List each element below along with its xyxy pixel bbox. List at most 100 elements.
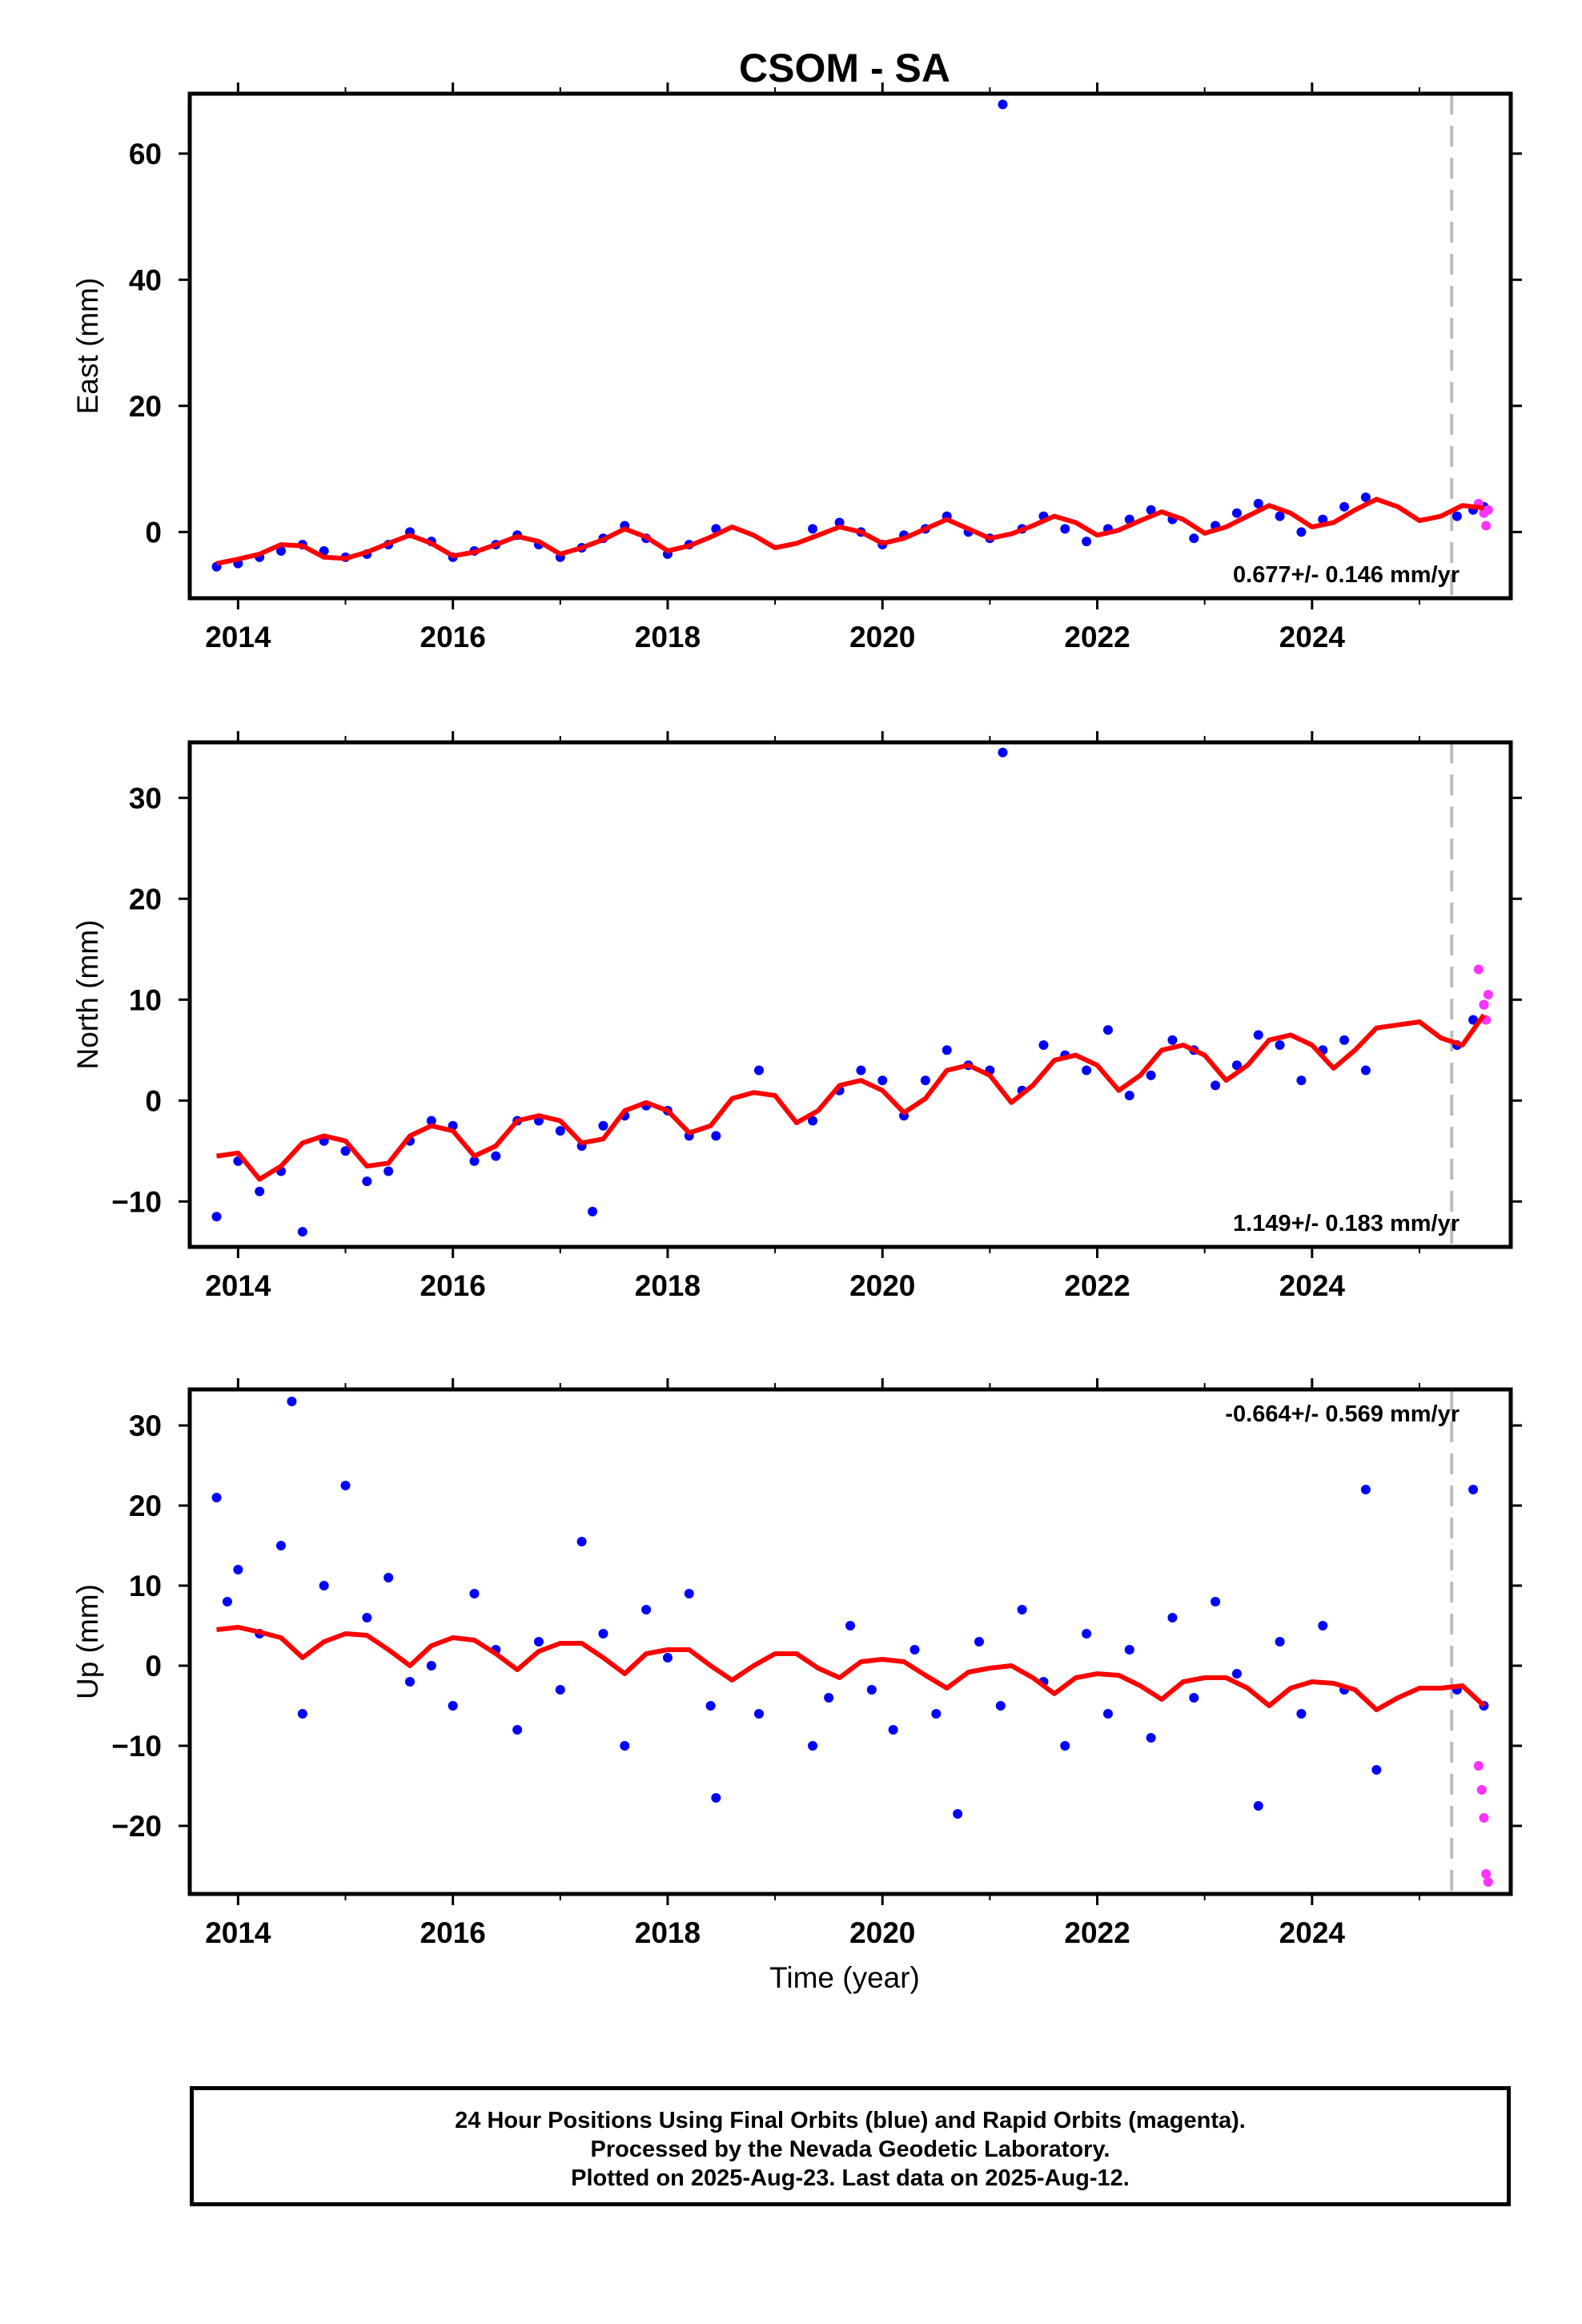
east-x-tick-label: 2022 [1064, 621, 1130, 653]
north-point-final [1124, 1091, 1134, 1100]
north-point-final [297, 1227, 307, 1237]
north-point-final [362, 1176, 372, 1187]
up-point-final [888, 1725, 898, 1735]
up-point-final [405, 1677, 415, 1687]
up-y-tick-label: 20 [129, 1490, 162, 1522]
east-plot-frame [187, 91, 1513, 601]
north-point-final [1360, 1065, 1371, 1076]
north-series-final [211, 747, 1489, 1237]
east-point-final [1360, 493, 1371, 502]
up-x-tick-label: 2020 [849, 1916, 915, 1949]
up-point-final [705, 1701, 716, 1711]
up-point-rapid [1479, 1813, 1489, 1823]
up-point-final [641, 1605, 652, 1614]
east-y-tick-label: 40 [129, 263, 162, 296]
up-point-final [1296, 1709, 1307, 1719]
up-point-final [555, 1685, 565, 1695]
east-x-tick-label: 2024 [1279, 621, 1346, 653]
north-velocity-label: 1.149+/- 0.183 mm/yr [1233, 1211, 1460, 1236]
footer-line-3: Plotted on 2025-Aug-23. Last data on 202… [571, 2165, 1130, 2191]
up-point-final [576, 1537, 587, 1546]
east-point-final [1339, 501, 1350, 512]
north-point-final [383, 1166, 394, 1176]
north-point-final [1296, 1076, 1307, 1086]
up-point-final [340, 1481, 351, 1490]
up-point-final [684, 1589, 694, 1598]
east-y-tick-label: 60 [129, 138, 162, 171]
east-point-final [1296, 527, 1307, 537]
up-series-final [211, 1397, 1489, 1819]
up-point-final [620, 1741, 630, 1751]
north-point-final [1038, 1040, 1049, 1050]
north-model-curve [216, 1013, 1486, 1182]
up-point-final [598, 1629, 608, 1638]
north-point-rapid [1483, 990, 1493, 999]
footer-line-1: 24 Hour Positions Using Final Orbits (bl… [455, 2108, 1246, 2133]
north-x-tick-label: 2018 [635, 1269, 701, 1302]
north-point-final [598, 1120, 608, 1131]
up-point-final [469, 1589, 480, 1598]
east-model-curve [215, 497, 1484, 566]
north-y-tick-label: 10 [129, 983, 162, 1016]
east-y-tick-label: 0 [145, 516, 162, 549]
north-point-rapid [1479, 999, 1489, 1010]
north-point-final [1167, 1035, 1178, 1045]
north-point-final [491, 1151, 501, 1161]
up-point-final [1318, 1621, 1328, 1630]
north-y-tick-label: −10 [111, 1185, 162, 1218]
north-point-final [1253, 1030, 1263, 1040]
east-velocity-label: 0.677+/- 0.146 mm/yr [1233, 562, 1460, 588]
north-x-tick-label: 2016 [420, 1269, 486, 1302]
north-point-final [211, 1212, 222, 1222]
up-model-curve [216, 1625, 1486, 1712]
up-y-tick-label: −20 [111, 1810, 162, 1843]
east-point-final [834, 517, 845, 528]
east-point-final [1275, 511, 1285, 521]
up-point-rapid [1481, 1869, 1492, 1879]
chart-title: CSOM - SA [739, 46, 950, 90]
east-series-final [211, 99, 1489, 572]
north-point-final [555, 1126, 565, 1136]
up-point-final [1360, 1485, 1371, 1494]
east-point-rapid [1481, 521, 1492, 531]
north-point-final [920, 1076, 930, 1086]
north-point-final [1468, 1015, 1479, 1025]
up-point-final [1211, 1597, 1221, 1606]
north-y-tick-label: 30 [129, 782, 162, 814]
north-point-final [1082, 1065, 1092, 1076]
north-y-tick-label: 0 [145, 1084, 162, 1117]
up-point-final [1371, 1765, 1382, 1775]
up-x-tick-label: 2018 [635, 1916, 701, 1949]
north-x-tick-label: 2024 [1279, 1269, 1346, 1302]
east-point-rapid [1483, 505, 1493, 515]
up-point-final [276, 1541, 287, 1550]
up-point-final [211, 1493, 222, 1502]
north-point-final [426, 1116, 436, 1126]
east-point-final [1189, 533, 1199, 544]
footer-caption-box: 24 Hour Positions Using Final Orbits (bl… [190, 2086, 1511, 2206]
east-point-final [1060, 524, 1070, 534]
up-point-final [931, 1709, 942, 1719]
up-point-final [953, 1809, 963, 1819]
east-x-tick-label: 2020 [849, 621, 915, 653]
up-point-final [1275, 1637, 1285, 1647]
up-point-final [909, 1645, 920, 1655]
east-point-final [1146, 505, 1156, 515]
up-plot-frame [187, 1387, 1513, 1896]
north-point-final [753, 1065, 764, 1076]
up-point-final [512, 1725, 523, 1735]
north-point-final [877, 1076, 888, 1086]
up-point-final [1146, 1733, 1156, 1743]
east-point-final [1231, 508, 1242, 518]
north-point-final [1102, 1025, 1113, 1035]
north-y-tick-label: 20 [129, 883, 162, 915]
up-point-final [974, 1637, 984, 1647]
up-point-final [1167, 1613, 1178, 1622]
up-series-rapid [1473, 1761, 1493, 1887]
north-panel: 2014 2016 2018 2020 2022 2024 −10 0 10 20 30 North … [71, 731, 1522, 1302]
east-point-final [1452, 511, 1462, 521]
up-point-final [824, 1693, 834, 1703]
north-point-final [1211, 1080, 1221, 1091]
footer-line-2: Processed by the Nevada Geodetic Laborat… [590, 2137, 1110, 2162]
